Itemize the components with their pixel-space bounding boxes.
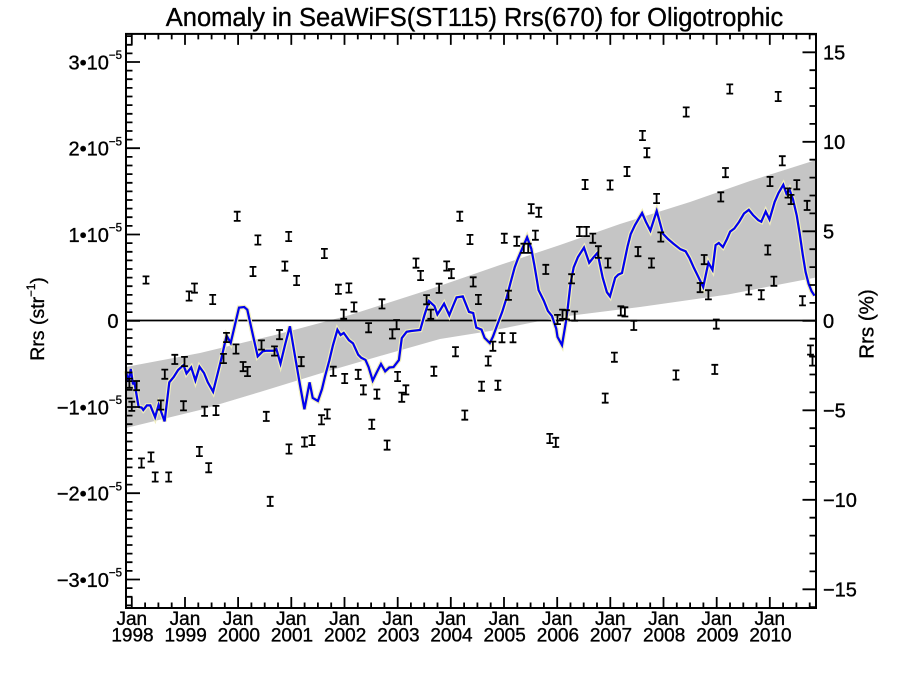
svg-text:−2•10−5: −2•10−5 (57, 481, 122, 505)
svg-text:Jan: Jan (595, 609, 626, 630)
svg-text:Jan: Jan (648, 609, 679, 630)
svg-text:10: 10 (823, 132, 845, 154)
svg-text:Jan: Jan (276, 609, 307, 630)
svg-text:5: 5 (823, 222, 834, 244)
svg-text:2006: 2006 (537, 626, 579, 647)
svg-text:2005: 2005 (484, 626, 526, 647)
svg-text:2001: 2001 (271, 626, 313, 647)
svg-text:−15: −15 (823, 580, 857, 602)
svg-text:Jan: Jan (223, 609, 254, 630)
svg-text:Jan: Jan (170, 609, 201, 630)
svg-text:Anomaly in SeaWiFS(ST115) Rrs(: Anomaly in SeaWiFS(ST115) Rrs(670) for O… (166, 4, 784, 32)
svg-text:1998: 1998 (111, 626, 153, 647)
svg-text:Rrs (%): Rrs (%) (856, 289, 879, 358)
svg-text:2000: 2000 (218, 626, 260, 647)
svg-text:Jan: Jan (489, 609, 520, 630)
svg-text:Rrs (str−1): Rrs (str−1) (26, 277, 49, 361)
svg-text:Jan: Jan (382, 609, 413, 630)
svg-text:2002: 2002 (324, 626, 366, 647)
svg-text:1999: 1999 (165, 626, 207, 647)
svg-text:2008: 2008 (643, 626, 685, 647)
svg-text:3•10−5: 3•10−5 (69, 50, 123, 74)
svg-text:Jan: Jan (435, 609, 466, 630)
svg-text:−10: −10 (823, 490, 857, 512)
svg-text:2010: 2010 (749, 626, 791, 647)
svg-text:0: 0 (107, 311, 118, 333)
svg-text:2009: 2009 (696, 626, 738, 647)
svg-text:2007: 2007 (590, 626, 632, 647)
svg-text:Jan: Jan (701, 609, 732, 630)
svg-text:−3•10−5: −3•10−5 (57, 568, 122, 592)
svg-text:2•10−5: 2•10−5 (69, 136, 123, 160)
svg-text:2004: 2004 (430, 626, 473, 647)
svg-text:2003: 2003 (377, 626, 419, 647)
svg-text:Jan: Jan (329, 609, 360, 630)
svg-text:−5: −5 (823, 401, 846, 423)
svg-text:Jan: Jan (542, 609, 573, 630)
svg-text:1•10−5: 1•10−5 (69, 223, 123, 247)
svg-text:Jan: Jan (116, 609, 147, 630)
svg-text:Jan: Jan (754, 609, 785, 630)
svg-text:15: 15 (823, 43, 845, 65)
svg-text:−1•10−5: −1•10−5 (57, 395, 122, 419)
svg-text:0: 0 (823, 311, 834, 333)
